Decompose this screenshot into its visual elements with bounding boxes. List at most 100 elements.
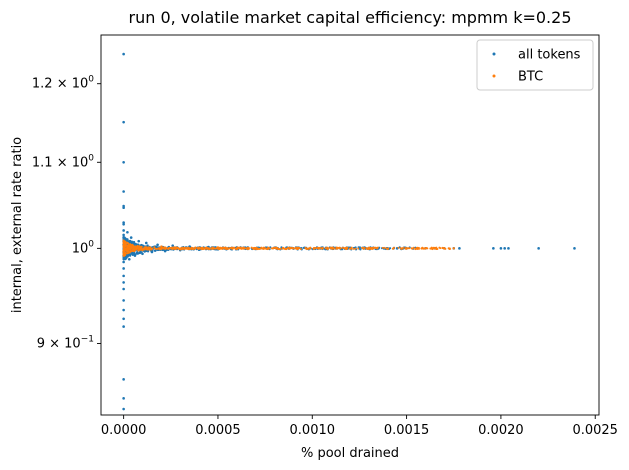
point-btc [200,247,203,250]
point-btc [339,247,342,250]
point-btc [202,248,205,251]
point-btc [193,247,196,250]
point-btc [452,247,455,250]
point-btc [145,248,148,251]
y-tick-label: 100 [72,239,95,256]
legend: all tokens BTC [476,39,594,91]
point-btc [260,246,263,249]
point-all-tokens [122,287,125,291]
point-all-tokens [137,239,141,243]
point-btc [122,241,125,245]
point-btc [201,246,204,249]
point-btc [296,247,299,250]
point-all-tokens [134,253,137,256]
legend-marker [492,74,496,78]
point-all-tokens [129,236,133,239]
point-btc [254,247,257,250]
point-all-tokens [122,378,125,381]
point-btc [294,246,297,249]
point-btc [171,247,174,250]
point-all-tokens [122,325,125,328]
point-all-tokens [122,120,125,124]
point-all-tokens [122,190,125,193]
point-btc [367,247,371,250]
point-btc [341,246,344,249]
point-btc [278,248,281,251]
point-btc [348,247,351,250]
point-btc [167,247,170,250]
point-btc [134,245,137,248]
point-btc [216,246,220,249]
point-all-tokens [128,240,131,243]
point-btc [220,247,223,250]
point-btc [224,247,227,250]
point-all-tokens [122,281,125,284]
point-btc [126,244,129,247]
point-all-tokens [507,247,510,250]
point-all-tokens [537,247,540,250]
point-btc [130,246,133,249]
point-btc [275,247,278,250]
point-btc [208,248,211,251]
point-btc [381,246,384,249]
point-btc [153,246,156,249]
point-all-tokens [126,255,129,258]
x-axis-ticks: 0.0000 0.0005 0.0010 0.0015 0.0020 0.0025 [101,415,618,438]
point-all-tokens [122,308,125,312]
point-all-tokens [122,260,125,264]
point-btc [324,247,327,250]
plot-frame [100,34,600,416]
point-btc [244,247,247,250]
point-btc [385,247,388,250]
y-axis-ticks: 9 × 10−1 100 1.1 × 100 1.2 × 100 [32,75,101,352]
point-all-tokens [127,253,130,257]
point-all-tokens [122,206,125,210]
point-btc [320,247,323,250]
y-tick-label: 1.1 × 100 [32,153,94,170]
point-btc [399,247,402,250]
point-all-tokens [122,222,125,226]
point-all-tokens [503,247,506,250]
point-btc [246,248,249,251]
point-all-tokens [150,249,153,253]
point-btc [392,247,395,250]
point-btc [135,247,138,250]
point-all-tokens [122,237,125,240]
point-btc [268,247,271,250]
point-btc [299,248,302,251]
point-all-tokens [153,249,156,252]
chart-title: run 0, volatile market capital efficienc… [129,8,572,27]
point-btc [160,245,163,248]
legend-marker [492,52,496,56]
point-all-tokens [122,397,125,400]
point-btc [266,248,269,251]
point-btc [429,247,432,250]
y-tick-label: 1.2 × 100 [32,75,94,92]
plot-layer [122,52,576,411]
point-btc [272,247,275,250]
point-all-tokens [458,247,461,250]
point-btc [318,247,321,250]
y-tick-label: 9 × 10−1 [37,335,94,352]
point-btc [190,246,193,249]
x-tick-label: 0.0000 [101,423,147,438]
point-btc [262,248,265,251]
point-btc [383,246,386,249]
point-btc [212,247,215,250]
point-btc [242,246,245,249]
point-btc [122,249,125,253]
point-all-tokens [140,243,143,247]
point-btc [306,248,309,251]
point-btc [137,249,140,252]
point-btc [126,252,129,255]
point-all-tokens [131,253,134,256]
point-all-tokens [136,252,140,255]
point-btc [441,246,444,249]
point-btc [332,246,335,249]
point-btc [183,247,186,250]
point-btc [185,246,188,249]
point-btc [207,246,210,249]
point-btc [256,247,259,250]
point-btc [175,246,178,249]
legend-box [476,39,594,91]
